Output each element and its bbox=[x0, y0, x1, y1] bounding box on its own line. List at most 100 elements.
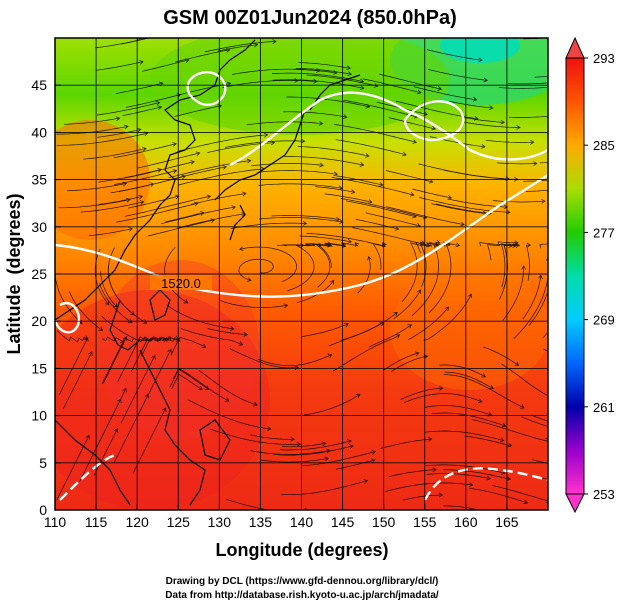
streamline bbox=[547, 44, 548, 46]
streamline bbox=[539, 161, 548, 164]
streamline bbox=[257, 170, 338, 175]
streamline bbox=[178, 213, 246, 229]
warm-region-east bbox=[390, 270, 548, 390]
streamline bbox=[383, 352, 419, 371]
streamline-arrow bbox=[246, 158, 252, 164]
streamline bbox=[101, 340, 124, 385]
warm-region-southwest bbox=[55, 290, 270, 510]
streamline-arrow bbox=[157, 167, 162, 173]
streamline-arrow bbox=[199, 211, 205, 216]
streamline bbox=[426, 49, 482, 61]
streamline bbox=[393, 289, 421, 320]
streamline-arrow bbox=[382, 242, 387, 247]
streamline-arrow bbox=[586, 183, 590, 187]
streamline-arrow bbox=[486, 475, 491, 481]
streamline-arrow bbox=[138, 194, 143, 200]
streamline-arrow bbox=[407, 324, 412, 329]
streamline bbox=[539, 243, 548, 249]
streamline bbox=[483, 346, 519, 366]
streamline-arrow bbox=[347, 439, 352, 444]
streamline bbox=[426, 473, 491, 480]
streamline-arrow bbox=[270, 140, 276, 146]
streamline-arrow bbox=[364, 153, 370, 158]
streamline bbox=[439, 364, 486, 378]
streamline-arrow bbox=[533, 161, 538, 166]
y-tick-label: 15 bbox=[31, 360, 47, 376]
streamline bbox=[501, 363, 548, 397]
streamline bbox=[141, 336, 181, 357]
warm-region-philippines bbox=[100, 260, 260, 440]
streamline-arrow bbox=[247, 277, 252, 282]
x-tick-label: 135 bbox=[249, 514, 273, 530]
streamline bbox=[56, 330, 88, 343]
streamline bbox=[498, 86, 548, 89]
streamline bbox=[513, 257, 548, 340]
streamline bbox=[401, 241, 425, 303]
streamline bbox=[306, 232, 386, 247]
streamline-arrow bbox=[210, 218, 216, 223]
contour-dashed-southeast bbox=[423, 467, 548, 501]
streamline bbox=[161, 206, 236, 225]
x-axis-label: Longitude (degrees) bbox=[215, 540, 388, 560]
streamline bbox=[532, 475, 548, 480]
x-tick-label: 145 bbox=[331, 514, 355, 530]
streamline bbox=[380, 438, 432, 449]
streamline bbox=[492, 200, 545, 203]
streamline-arrow bbox=[113, 428, 119, 433]
streamline bbox=[117, 336, 167, 382]
streamline-arrow bbox=[474, 116, 479, 121]
x-tick-label: 140 bbox=[290, 514, 314, 530]
streamline-arrow bbox=[436, 240, 441, 245]
streamline-arrow bbox=[112, 303, 118, 308]
y-tick-label: 10 bbox=[31, 408, 47, 424]
streamline bbox=[404, 393, 483, 403]
streamline bbox=[425, 405, 492, 416]
colorbar-label: 293 bbox=[593, 51, 615, 66]
streamline-arrow bbox=[296, 441, 301, 447]
streamline bbox=[170, 336, 207, 356]
streamline bbox=[281, 442, 326, 448]
streamline-arrow bbox=[123, 336, 128, 341]
x-tick-label: 130 bbox=[208, 514, 232, 530]
streamline bbox=[113, 143, 177, 159]
streamline-arrow bbox=[428, 178, 434, 184]
streamline bbox=[246, 121, 323, 126]
streamline bbox=[56, 132, 148, 146]
streamline bbox=[340, 312, 398, 342]
streamline-arrow bbox=[478, 57, 483, 63]
streamline bbox=[258, 183, 343, 189]
streamline-arrow bbox=[516, 125, 521, 130]
contour-dashed-south bbox=[59, 453, 116, 501]
streamline-arrow bbox=[122, 387, 127, 393]
colorbar-min-arrow bbox=[565, 493, 585, 514]
map-title: GSM 00Z01Jun2024 (850.0hPa) bbox=[163, 7, 456, 29]
streamline-arrow bbox=[272, 39, 277, 44]
streamline-arrow bbox=[549, 275, 553, 279]
streamline-arrow bbox=[117, 398, 122, 404]
contour-northwest-loop bbox=[186, 71, 227, 107]
streamline bbox=[100, 271, 118, 308]
streamline-arrow bbox=[155, 100, 161, 106]
streamline-arrow bbox=[526, 242, 532, 248]
streamline bbox=[175, 49, 230, 63]
x-tick-label: 160 bbox=[454, 514, 478, 530]
streamline bbox=[411, 241, 441, 316]
streamline bbox=[164, 212, 204, 223]
streamline bbox=[283, 111, 347, 118]
streamline-arrow bbox=[350, 189, 356, 195]
streamline bbox=[485, 139, 534, 143]
streamline-arrow bbox=[606, 168, 610, 172]
streamline bbox=[138, 349, 172, 414]
streamline bbox=[525, 189, 548, 192]
streamline bbox=[191, 193, 247, 205]
streamline bbox=[324, 193, 372, 203]
x-tick-label: 150 bbox=[372, 514, 396, 530]
streamline-arrow bbox=[294, 365, 299, 370]
streamline-arrow bbox=[575, 32, 579, 36]
streamline bbox=[120, 38, 151, 45]
cool-region-northeast-core bbox=[440, 38, 520, 63]
streamline-arrow bbox=[127, 318, 133, 324]
streamline-arrow bbox=[555, 84, 559, 88]
streamline bbox=[298, 62, 351, 69]
colorbar-label: 269 bbox=[593, 313, 615, 328]
